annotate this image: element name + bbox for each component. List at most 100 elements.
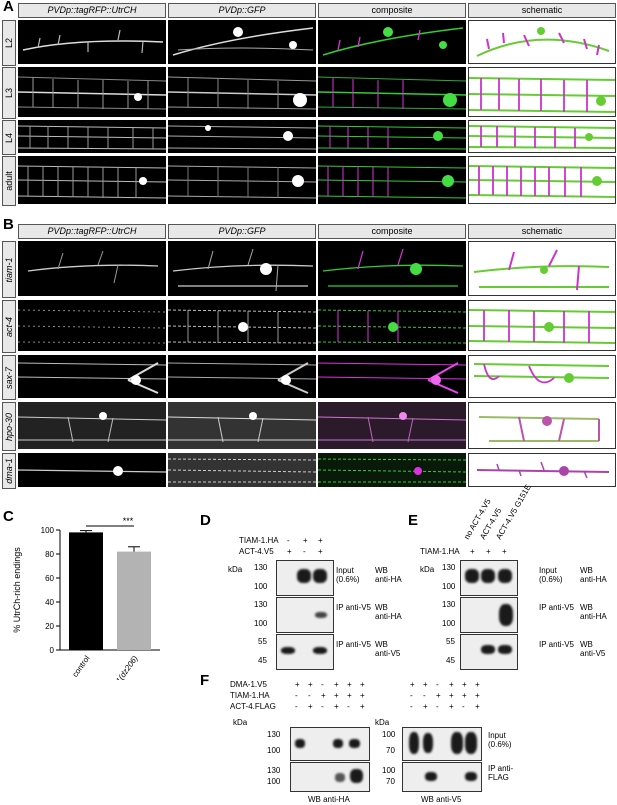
panel-label-b: B [3, 216, 14, 233]
image-hpo-30-gfp [168, 402, 316, 449]
row-label-adult: adult [2, 156, 16, 206]
header-a-gfp: PVDp::GFP [168, 3, 316, 18]
panel-label-c: C [3, 508, 14, 525]
y-tick-label: 40 [45, 598, 54, 607]
row-label-l2: L2 [2, 20, 16, 66]
f-cond-3-label: ACT-4.FLAG [230, 702, 276, 711]
f-mark: - [423, 691, 426, 700]
schematic-l4 [468, 120, 616, 153]
header-a-rfp: PVDp::tagRFP::UtrCH [18, 3, 166, 18]
row-label-l3: L3 [2, 67, 16, 119]
e-b1-ip: Input (0.6%) [539, 566, 563, 584]
f-mark: + [334, 691, 339, 700]
f-blot-left-2 [290, 762, 370, 792]
d-c1-m3: + [318, 536, 323, 545]
image-l3-composite [318, 67, 466, 117]
schematic-tiam-1 [468, 241, 616, 296]
f-mark: - [295, 702, 298, 711]
d-blot-2 [276, 597, 334, 633]
image-l2-gfp [168, 20, 316, 64]
d-c2-m3: + [318, 547, 323, 556]
f-mark: + [295, 680, 300, 689]
f-r2-m2: 70 [386, 777, 395, 786]
f-mark: + [410, 680, 415, 689]
image-tiam-1-gfp [168, 241, 316, 296]
row-label-tiam-1: tiam-1 [2, 241, 16, 298]
f-mark: + [449, 680, 454, 689]
image-hpo-30-rfp [18, 402, 166, 449]
f-l2-m1: 130 [267, 766, 281, 775]
row-label-dma-1: dma-1 [2, 453, 16, 489]
d-c1-m1: - [287, 536, 290, 545]
e-b1-m2: 100 [442, 582, 456, 591]
y-tick-label: 100 [41, 526, 55, 535]
schematic-hpo-30 [468, 402, 616, 449]
f-mark: + [462, 680, 467, 689]
bar [69, 532, 103, 650]
schematic-l3 [468, 67, 616, 117]
f-mark: - [436, 680, 439, 689]
image-l3-gfp [168, 67, 316, 117]
e-b3-wb: WB anti-V5 [580, 640, 606, 658]
f-mark: - [410, 702, 413, 711]
e-kda: kDa [420, 565, 435, 574]
f-mark: - [410, 691, 413, 700]
f-r2-m1: 100 [382, 766, 396, 775]
f-mark: - [462, 702, 465, 711]
y-tick-label: 20 [45, 622, 54, 631]
e-b3-ip: IP anti-V5 [539, 640, 574, 649]
e-b2-m1: 130 [442, 600, 456, 609]
image-adult-gfp [168, 156, 316, 204]
f-mark: + [347, 680, 352, 689]
image-dma-1-rfp [18, 453, 166, 487]
image-l3-rfp [18, 67, 166, 117]
bar [117, 551, 151, 650]
d-b3-ip: IP anti-V5 [336, 640, 371, 649]
f-mark: + [475, 680, 480, 689]
image-sax-7-rfp [18, 355, 166, 398]
image-sax-7-composite [318, 355, 466, 398]
row-label-hpo-30: hpo-30 [2, 402, 16, 451]
e-cond-label: TIAM-1.HA [420, 547, 460, 556]
header-a-composite: composite [318, 3, 466, 18]
d-b2-m1: 130 [254, 600, 268, 609]
e-b2-ip: IP anti-V5 [539, 603, 574, 612]
y-axis-label: % UtrCh-rich endings [12, 547, 22, 633]
f-row1-ip: Input (0.6%) [488, 731, 512, 749]
d-blot-1 [276, 560, 334, 596]
f-l1-m2: 100 [267, 746, 281, 755]
e-b1-m1: 130 [442, 563, 456, 572]
image-dma-1-composite [318, 453, 466, 487]
f-wb-left: WB anti-HA [308, 795, 350, 804]
header-b-composite: composite [318, 224, 466, 239]
d-c1-m2: + [303, 536, 308, 545]
d-b3-m2: 45 [258, 656, 267, 665]
f-mark: + [334, 680, 339, 689]
significance-label: *** [123, 516, 134, 526]
image-act-4-rfp [18, 300, 166, 351]
d-b3-wb: WB anti-V5 [375, 640, 401, 658]
d-b3-m1: 55 [258, 637, 267, 646]
row-label-sax-7: sax-7 [2, 355, 16, 400]
image-hpo-30-composite [318, 402, 466, 449]
panel-label-a: A [3, 0, 14, 15]
f-mark: - [308, 691, 311, 700]
f-kda-right: kDa [375, 718, 390, 727]
e-b1-wb: WB anti-HA [580, 566, 607, 584]
f-mark: + [449, 691, 454, 700]
f-blot-left-1 [290, 727, 370, 761]
f-r1-m2: 70 [386, 746, 395, 755]
e-b3-m1: 55 [446, 637, 455, 646]
category-label: tiam-1(dz206) [104, 654, 140, 680]
d-c2-m1: + [287, 547, 292, 556]
header-b-schematic: schematic [468, 224, 616, 239]
y-tick-label: 0 [50, 646, 55, 655]
f-kda-left: kDa [233, 718, 248, 727]
f-mark: - [347, 702, 350, 711]
f-mark: + [360, 680, 365, 689]
f-mark: + [308, 702, 313, 711]
d-b2-ip: IP anti-V5 [336, 603, 371, 612]
d-b1-m2: 100 [254, 582, 268, 591]
e-c-m1: + [470, 547, 475, 556]
image-l2-rfp [18, 20, 166, 64]
